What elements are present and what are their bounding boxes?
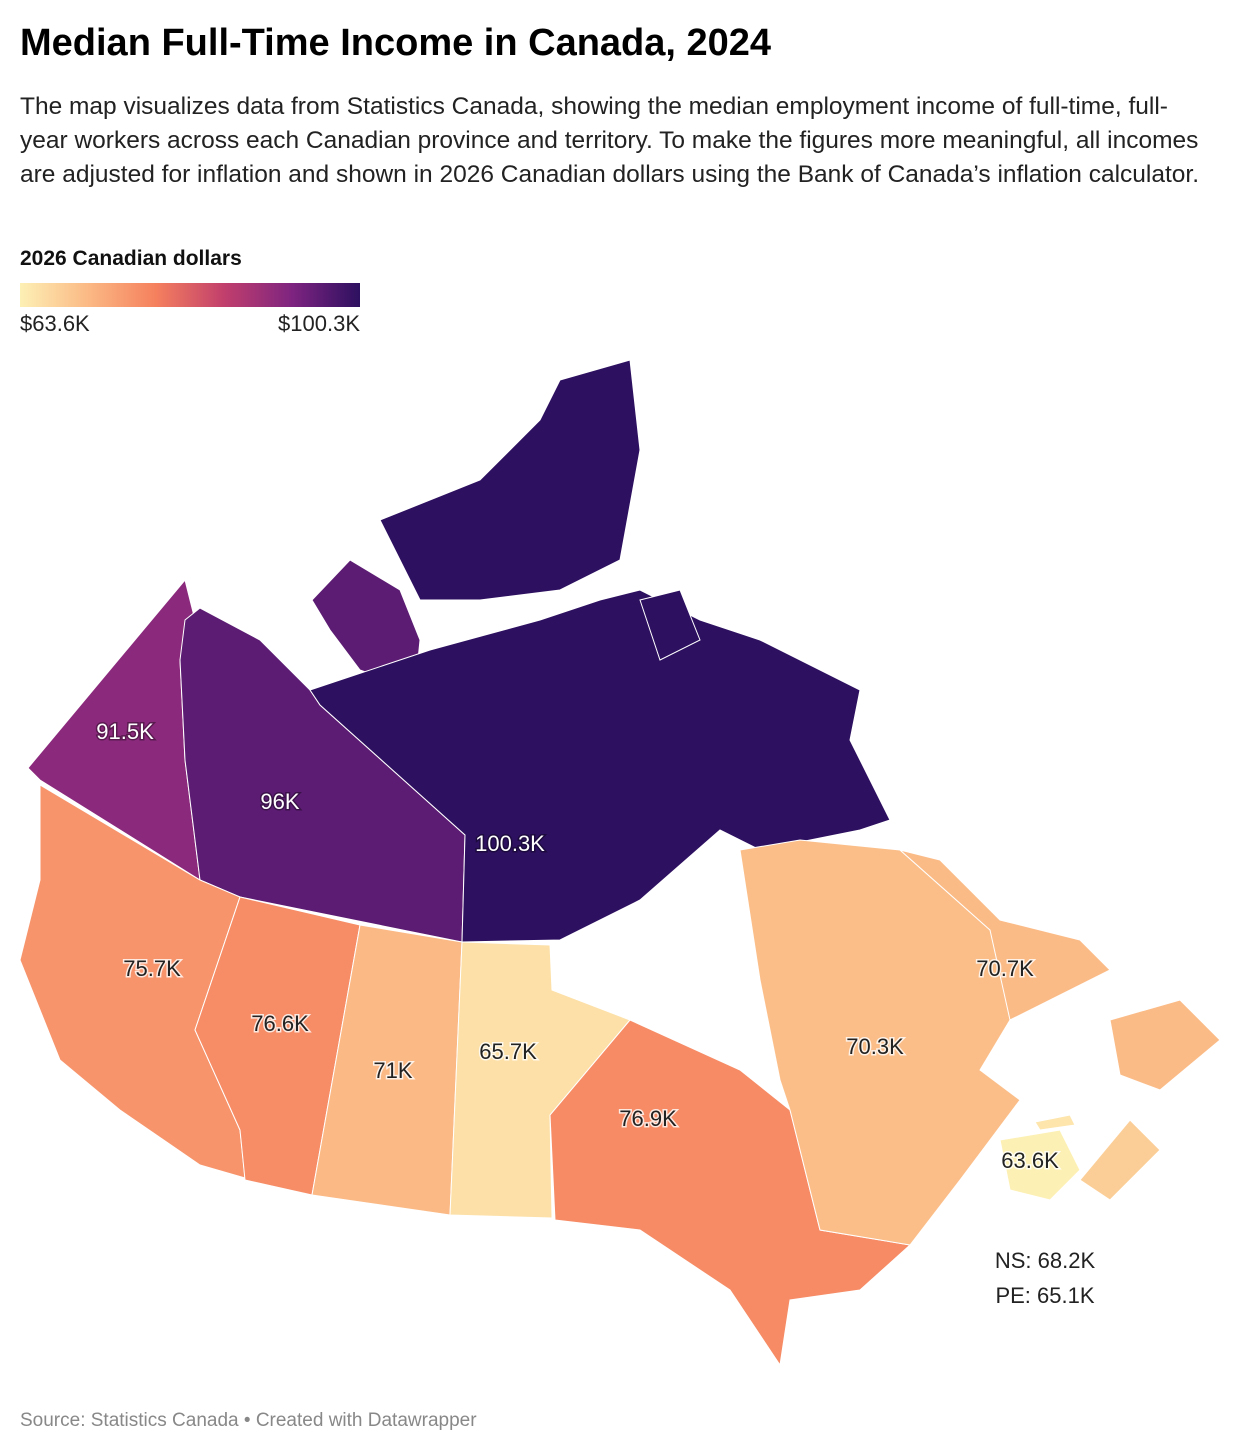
region-label: 76.6K [251,1011,309,1036]
annotation: PE: 65.1K [995,1283,1094,1308]
region [899,849,1111,1021]
region-label: 70.7K [976,956,1034,981]
region-label: 71K [373,1058,412,1083]
region [1034,1114,1076,1131]
legend-min-label: $63.6K [20,311,90,336]
region-label: 100.3K [475,831,545,856]
annotation: NS: 68.2K [995,1248,1096,1273]
region-label: 65.7K [479,1039,537,1064]
legend-title: 2026 Canadian dollars [20,247,242,270]
region [639,589,701,661]
legend-bar [20,283,360,307]
region [999,1129,1081,1201]
region-label: 70.3K [846,1034,904,1059]
subtitle: The map visualizes data from Statistics … [20,93,1200,188]
region [19,784,246,1179]
region-label: 75.7K [123,956,181,981]
region [379,359,641,601]
legend-max-label: $100.3K [278,311,360,336]
source: Source: Statistics Canada • Created with… [20,1410,477,1431]
region [1109,999,1221,1091]
title: Median Full-Time Income in Canada, 2024 [20,22,772,64]
region-label: 96K [260,789,299,814]
region [1079,1119,1161,1201]
region-label: 63.6K [1001,1148,1059,1173]
region-label: 76.9K [619,1106,677,1131]
region-label: 91.5K [96,719,154,744]
